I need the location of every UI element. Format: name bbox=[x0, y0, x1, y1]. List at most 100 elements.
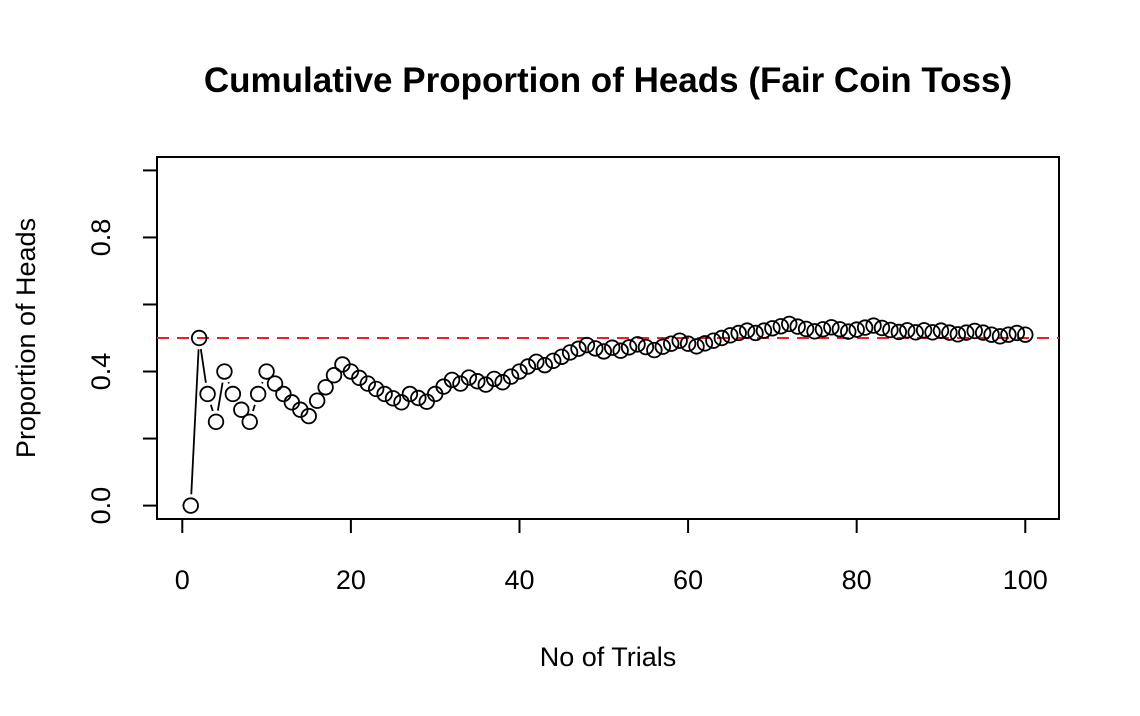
data-point bbox=[393, 394, 410, 411]
data-point bbox=[216, 363, 233, 380]
y-tick-label: 0.4 bbox=[86, 353, 116, 391]
data-point bbox=[502, 368, 520, 385]
series-segment bbox=[252, 404, 256, 412]
data-point bbox=[848, 321, 865, 338]
data-point bbox=[983, 326, 1000, 343]
data-point bbox=[300, 407, 317, 425]
series-segment bbox=[199, 349, 207, 383]
data-point bbox=[738, 322, 756, 339]
data-point bbox=[873, 319, 891, 337]
data-point bbox=[654, 338, 671, 355]
series-segment bbox=[190, 349, 200, 495]
data-point bbox=[713, 329, 731, 347]
data-point bbox=[317, 379, 334, 396]
data-point bbox=[359, 375, 376, 392]
data-point bbox=[941, 324, 958, 341]
data-point bbox=[519, 358, 537, 375]
x-tick-label: 60 bbox=[673, 565, 703, 595]
data-point bbox=[258, 363, 275, 380]
data-point bbox=[553, 348, 570, 365]
data-point bbox=[840, 323, 857, 340]
data-point bbox=[604, 339, 621, 356]
y-tick-label: 0.0 bbox=[86, 487, 116, 525]
data-point bbox=[266, 375, 284, 392]
x-tick-label: 80 bbox=[842, 565, 872, 595]
data-point bbox=[966, 322, 983, 340]
data-point bbox=[747, 324, 764, 342]
data-point bbox=[781, 315, 798, 333]
series-segment bbox=[209, 404, 214, 412]
data-point bbox=[561, 344, 579, 361]
x-axis-label: No of Trials bbox=[540, 642, 677, 672]
data-point bbox=[545, 352, 562, 369]
data-point bbox=[1008, 324, 1026, 342]
data-point bbox=[376, 385, 393, 403]
data-point bbox=[696, 335, 714, 352]
data-point bbox=[1017, 326, 1034, 343]
data-point bbox=[823, 319, 840, 336]
data-point bbox=[991, 328, 1009, 345]
data-point bbox=[224, 385, 242, 403]
data-point bbox=[772, 318, 790, 335]
data-point bbox=[924, 324, 941, 341]
data-point bbox=[612, 342, 629, 359]
data-point bbox=[907, 324, 924, 341]
data-point bbox=[730, 324, 747, 342]
data-point bbox=[764, 320, 781, 337]
data-point bbox=[199, 385, 216, 403]
data-point bbox=[646, 341, 663, 359]
data-point bbox=[443, 371, 461, 389]
data-point bbox=[890, 323, 908, 341]
data-point bbox=[831, 321, 849, 338]
x-tick-label: 0 bbox=[175, 565, 190, 595]
data-point bbox=[511, 363, 528, 380]
data-point bbox=[367, 380, 385, 398]
series-segment bbox=[216, 382, 224, 411]
data-point bbox=[949, 326, 967, 343]
data-point bbox=[384, 390, 402, 407]
data-point bbox=[856, 319, 874, 336]
data-point bbox=[882, 321, 899, 339]
data-point bbox=[899, 322, 916, 339]
data-point bbox=[915, 322, 933, 339]
data-point bbox=[325, 367, 343, 384]
data-point bbox=[308, 392, 326, 409]
x-tick-label: 40 bbox=[504, 565, 534, 595]
data-point bbox=[806, 323, 823, 340]
data-point bbox=[469, 373, 486, 390]
data-point bbox=[1000, 326, 1017, 343]
data-point bbox=[410, 389, 427, 407]
data-point bbox=[249, 385, 267, 403]
data-point bbox=[587, 340, 604, 357]
data-point bbox=[452, 375, 469, 392]
data-point bbox=[663, 335, 680, 352]
data-point bbox=[755, 322, 773, 339]
data-point bbox=[629, 336, 646, 353]
data-point bbox=[401, 385, 419, 403]
data-point bbox=[528, 353, 545, 370]
x-tick-label: 20 bbox=[336, 565, 366, 595]
y-axis: 0.0 0.4 0.8 bbox=[86, 169, 158, 525]
data-point bbox=[494, 374, 511, 391]
data-point bbox=[865, 317, 882, 334]
data-point bbox=[932, 322, 950, 339]
data-point bbox=[182, 497, 199, 514]
y-tick-label: 0.8 bbox=[86, 219, 116, 257]
data-point bbox=[620, 339, 638, 356]
data-point bbox=[688, 338, 705, 355]
data-point bbox=[679, 335, 697, 352]
data-point bbox=[637, 338, 655, 356]
data-point bbox=[797, 320, 815, 338]
data-point bbox=[722, 327, 739, 344]
data-point bbox=[418, 393, 435, 410]
data-point bbox=[241, 413, 258, 430]
data-point bbox=[578, 336, 596, 354]
x-axis: 0 20 40 60 80 100 bbox=[175, 518, 1048, 595]
data-point bbox=[570, 340, 587, 357]
data-point bbox=[705, 332, 722, 349]
data-point bbox=[789, 318, 806, 335]
data-point bbox=[536, 356, 553, 374]
x-tick-label: 100 bbox=[1003, 565, 1048, 595]
data-point bbox=[477, 376, 494, 393]
